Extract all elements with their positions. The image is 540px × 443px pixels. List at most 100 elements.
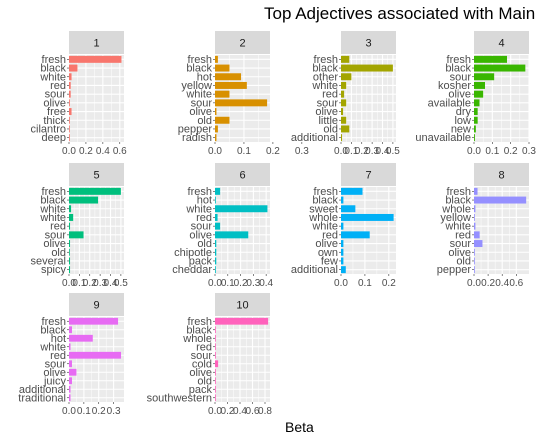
bar-white: [215, 90, 230, 98]
facet-strip: [215, 31, 270, 54]
category-label: white: [39, 212, 66, 224]
category-label: red: [50, 350, 66, 362]
facet-panel-9: 9 freshblackhotwhiteredsourolivejuicyaddi…: [18, 293, 124, 417]
facet-strip: [341, 163, 396, 186]
bar-pack: [215, 385, 216, 393]
category-label: red: [322, 229, 338, 241]
x-tick-label: 0.6: [113, 146, 127, 157]
bar-olive: [474, 90, 484, 98]
x-tick-label: 0.4: [104, 278, 118, 289]
x-tick-label: 0.2: [266, 146, 280, 157]
bar-radish: [215, 134, 217, 142]
category-label: sour: [191, 350, 213, 362]
x-tick-label: 0.5: [114, 278, 128, 289]
category-label: white: [311, 80, 338, 92]
category-label: white: [39, 341, 66, 353]
bar-sour: [215, 222, 221, 230]
category-label: fresh: [42, 54, 66, 66]
category-label: radish: [182, 132, 212, 144]
bar-olive: [474, 248, 475, 256]
x-tick-label: 0.2: [481, 278, 495, 289]
bar-sour: [215, 99, 268, 107]
category-label: hot: [197, 195, 212, 207]
category-label: sour: [191, 221, 213, 233]
category-label: white: [39, 203, 66, 215]
x-tick-label: 0.1: [344, 146, 358, 157]
bar-deep: [69, 134, 70, 142]
category-label: black: [445, 195, 471, 207]
x-tick-label: 0.1: [72, 278, 86, 289]
facet-panel-2: 2 freshblackhotyellowwhitesouroliveoldpep…: [178, 31, 309, 157]
category-label: fresh: [188, 186, 212, 198]
bar-black: [341, 196, 344, 204]
category-label: several: [31, 255, 66, 267]
facet-strip-label: 9: [93, 300, 99, 312]
facet-strip: [474, 31, 529, 54]
bar-old: [474, 257, 475, 265]
category-label: black: [186, 63, 212, 75]
category-label: yellow: [440, 212, 471, 224]
bar-red: [69, 222, 71, 230]
bar-olive: [69, 99, 70, 107]
category-label: white: [185, 203, 212, 215]
x-tick-label: 0.0: [62, 278, 76, 289]
category-label: fresh: [42, 316, 66, 328]
category-label: free: [47, 106, 66, 118]
category-label: new: [451, 123, 471, 135]
x-tick-label: 0.0: [467, 278, 481, 289]
facet-strip-label: 5: [93, 170, 99, 182]
bar-sour: [474, 73, 495, 81]
facet-panel-5: 5freshblackwhitewhiteredsouroliveoldseve…: [31, 163, 128, 289]
x-tick-label: 0.2: [355, 146, 369, 157]
facet-panel-1: 1 freshblackwhiteredsourolivefreethickcil…: [31, 31, 127, 157]
bar-fresh: [341, 55, 350, 63]
x-tick-label: 0.2: [92, 406, 106, 417]
category-label: pack: [189, 255, 213, 267]
facet-strip-label: 4: [498, 38, 504, 50]
bar-additional: [341, 266, 346, 274]
category-label: hot: [197, 71, 212, 83]
facet-strip-label: 2: [239, 38, 245, 50]
x-tick-label: 0.0: [208, 146, 222, 157]
bar-new: [474, 125, 476, 133]
bar-black: [341, 64, 393, 72]
bar-whole: [215, 334, 216, 342]
bar-olive: [341, 240, 344, 248]
x-tick-label: 0.3: [246, 278, 260, 289]
category-label: traditional: [18, 392, 66, 404]
category-label: white: [39, 71, 66, 83]
bar-old: [215, 377, 216, 385]
category-label: southwestern: [147, 392, 212, 404]
category-label: olive: [448, 89, 471, 101]
bar-red: [69, 351, 122, 359]
category-label: other: [313, 71, 338, 83]
category-label: pack: [189, 384, 213, 396]
bar-black: [215, 326, 216, 334]
bar-old: [69, 248, 70, 256]
category-label: black: [40, 195, 66, 207]
x-tick-label: 0.6: [509, 278, 523, 289]
category-label: sour: [45, 89, 67, 101]
bar-black: [69, 196, 99, 204]
facet-strip-label: 1: [93, 38, 99, 50]
panel-background: [69, 317, 124, 402]
x-tick-label: 0.0: [62, 406, 76, 417]
category-label: sour: [450, 71, 472, 83]
category-label: fresh: [42, 186, 66, 198]
facet-strip-label: 8: [498, 170, 504, 182]
x-tick-label: 0.0: [62, 146, 76, 157]
x-tick-label: 0.0: [334, 278, 348, 289]
x-tick-label: 0.0: [208, 406, 222, 417]
category-label: fresh: [314, 54, 338, 66]
category-label: olive: [189, 367, 212, 379]
bar-fresh: [474, 187, 478, 195]
facet-strip-label: 10: [236, 300, 248, 312]
facet-strip-label: 3: [365, 38, 371, 50]
bar-fresh: [69, 317, 119, 325]
category-label: olive: [43, 97, 66, 109]
category-label: olive: [189, 106, 212, 118]
x-tick-label: 0.1: [485, 146, 499, 157]
bar-fresh: [341, 187, 363, 195]
bar-white: [69, 205, 72, 213]
category-label: black: [40, 63, 66, 75]
